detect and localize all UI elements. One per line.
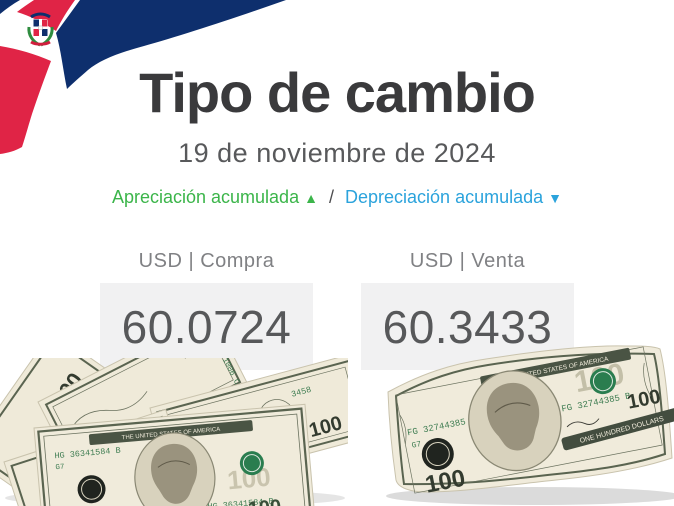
- bill-100-numeral: 100: [247, 496, 282, 506]
- flag-blue-swoosh: [56, 0, 286, 89]
- coat-of-arms: [27, 12, 54, 47]
- dollar-bills-pile-image: 100 100 FB 07891006 C 3458 100 100: [0, 358, 348, 506]
- bill-plate-letter: G7: [55, 464, 65, 473]
- rates-row: USD | Compra 60.0724 ▼3.7 % USD | Venta …: [0, 250, 674, 398]
- shield: [33, 19, 48, 37]
- flag-blue-corner: [0, 0, 20, 14]
- dollar-bill-wavy-image: THE UNITED STATES OF AMERICA FG 32744385…: [386, 345, 674, 505]
- usd-compra-label: USD | Compra: [138, 250, 275, 272]
- coat-bottom-ribbon: [30, 40, 51, 46]
- usd-compra-column: USD | Compra 60.0724 ▼3.7 %: [100, 250, 313, 398]
- usd-venta-label: USD | Venta: [409, 250, 526, 272]
- down-triangle-icon: ▼: [548, 190, 563, 206]
- usd-venta-value: 60.3433: [382, 300, 553, 353]
- coat-top-ribbon: [30, 12, 51, 19]
- date-line: 19 de noviembre de 2024: [178, 138, 496, 168]
- dominican-flag-banner: [0, 0, 286, 154]
- bill-serial-number: HG 36341584 B: [207, 496, 274, 506]
- bill-shadow: [386, 487, 674, 505]
- usd-compra-card: 60.0724: [100, 283, 313, 370]
- depreciation-label: Depreciación acumulada: [345, 187, 544, 207]
- legend-line: Apreciación acumulada ▲ / Depreciación a…: [0, 187, 674, 208]
- usd-compra-value: 60.0724: [121, 300, 292, 353]
- flag-red-bottom-quarter: [0, 46, 51, 154]
- signature-squiggle: [566, 418, 600, 428]
- appreciation-label: Apreciación acumulada: [111, 187, 300, 207]
- bill-border: [394, 352, 667, 486]
- page-title: Tipo de cambio: [139, 61, 536, 124]
- legend-separator: /: [328, 187, 334, 207]
- up-triangle-icon: ▲: [304, 190, 318, 206]
- bill-plate-letter: G7: [411, 440, 422, 451]
